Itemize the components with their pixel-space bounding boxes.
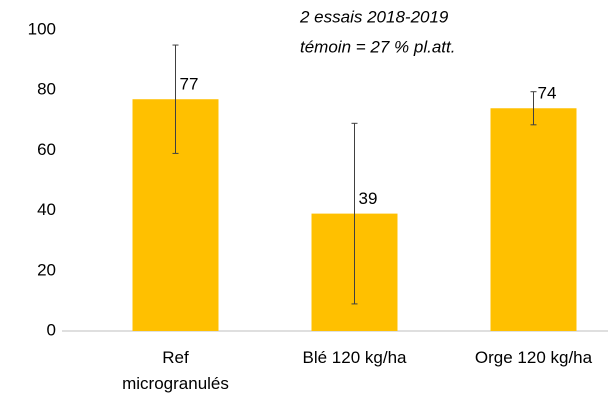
data-label: 77 bbox=[180, 75, 199, 94]
data-label: 74 bbox=[538, 84, 557, 103]
y-tick-label: 40 bbox=[37, 200, 56, 219]
x-tick-label: Ref microgranulés bbox=[122, 348, 229, 393]
bar bbox=[490, 108, 577, 331]
y-tick-label: 60 bbox=[37, 140, 56, 159]
x-tick-label: Blé 120 kg/ha bbox=[302, 348, 407, 367]
y-tick-label: 0 bbox=[47, 320, 56, 339]
data-label: 39 bbox=[359, 189, 378, 208]
y-tick-label: 80 bbox=[37, 80, 56, 99]
y-tick-label: 20 bbox=[37, 260, 56, 279]
error-bar bbox=[530, 91, 537, 126]
annotation: 2 essais 2018-2019 bbox=[299, 7, 449, 26]
annotation: témoin = 27 % pl.att. bbox=[300, 37, 455, 56]
x-tick-label: Orge 120 kg/ha bbox=[474, 348, 593, 367]
error-bar bbox=[351, 122, 358, 305]
error-bar bbox=[172, 44, 179, 154]
y-tick-label: 100 bbox=[28, 19, 56, 38]
